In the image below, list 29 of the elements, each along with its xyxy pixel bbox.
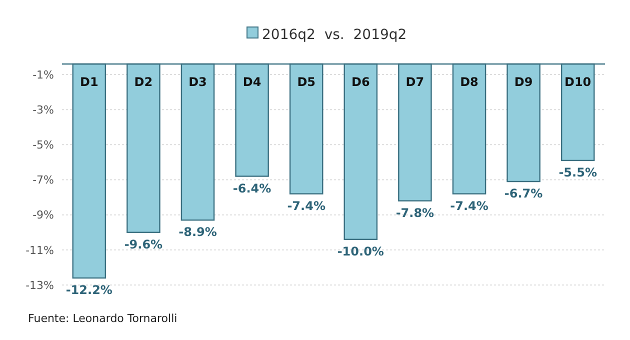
source-note: Fuente: Leonardo Tornarolli bbox=[28, 312, 178, 325]
x-tick-label: D6 bbox=[351, 75, 370, 89]
text: -6.4% bbox=[232, 181, 272, 196]
text: -10.0% bbox=[337, 244, 384, 258]
x-tick-label: D8 bbox=[460, 75, 478, 89]
x-tick-label: D7 bbox=[406, 75, 424, 89]
text: -7.4% bbox=[450, 198, 488, 213]
text: -9.6% bbox=[124, 237, 163, 252]
y-tick-label: -5% bbox=[32, 138, 54, 152]
y-tick-label: -1% bbox=[32, 68, 54, 82]
text: -6.7% bbox=[504, 186, 543, 201]
text: -8.9% bbox=[178, 225, 217, 240]
y-tick-label: -13% bbox=[26, 278, 54, 292]
x-tick-label: D9 bbox=[514, 75, 533, 89]
legend-label: 2016q2 vs. 2019q2 bbox=[262, 26, 407, 43]
x-tick-label: D1 bbox=[80, 75, 98, 89]
y-tick-label: -9% bbox=[32, 208, 54, 222]
y-tick-label: -3% bbox=[32, 103, 54, 116]
text: -12.2% bbox=[66, 282, 112, 297]
x-tick-label: D10 bbox=[564, 75, 592, 89]
x-tick-label: D5 bbox=[297, 75, 316, 89]
y-tick-label: -7% bbox=[32, 174, 54, 187]
text: -5.5% bbox=[558, 165, 597, 180]
y-tick-label: -11% bbox=[26, 244, 54, 257]
text: -7.8% bbox=[396, 206, 434, 220]
text: -7.4% bbox=[287, 198, 326, 213]
x-tick-label: D4 bbox=[242, 75, 262, 89]
x-tick-label: D2 bbox=[134, 75, 153, 89]
x-tick-label: D3 bbox=[188, 75, 207, 89]
